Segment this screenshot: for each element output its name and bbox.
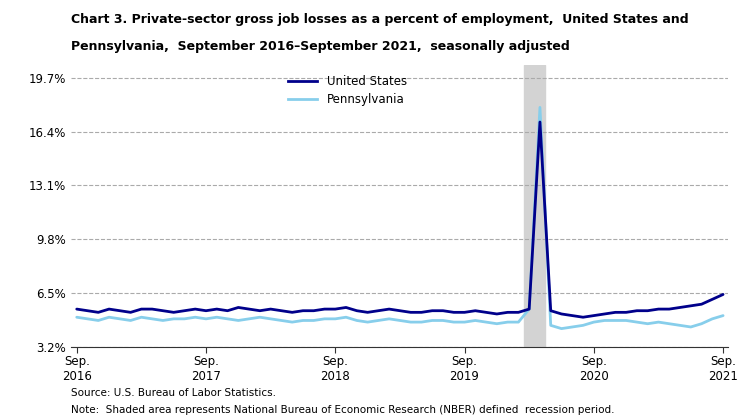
Text: Source: U.S. Bureau of Labor Statistics.: Source: U.S. Bureau of Labor Statistics. <box>71 388 276 399</box>
Text: Pennsylvania,  September 2016–September 2021,  seasonally adjusted: Pennsylvania, September 2016–September 2… <box>71 40 570 53</box>
Bar <box>523 65 545 346</box>
Text: Note:  Shaded area represents National Bureau of Economic Research (NBER) define: Note: Shaded area represents National Bu… <box>71 405 615 415</box>
Legend: United States, Pennsylvania: United States, Pennsylvania <box>283 71 412 111</box>
Text: Chart 3. Private-sector gross job losses as a percent of employment,  United Sta: Chart 3. Private-sector gross job losses… <box>71 13 689 26</box>
